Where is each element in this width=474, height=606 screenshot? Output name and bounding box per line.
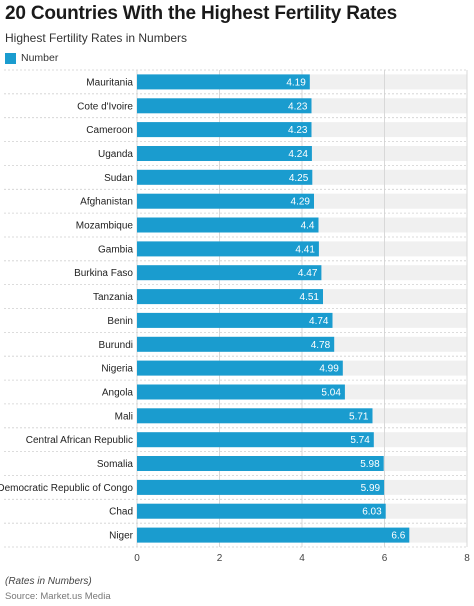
bar [137,122,312,138]
category-label: Gambia [98,244,133,255]
axis-note: (Rates in Numbers) [5,576,92,587]
x-tick-label: 0 [134,553,140,564]
bar [137,432,374,448]
category-label: Angola [102,388,134,399]
x-tick-label: 2 [217,553,223,564]
bar-value-label: 4.51 [300,292,320,303]
bar [137,241,319,257]
category-label: Burundi [99,340,133,351]
category-label: Central African Republic [26,435,133,446]
category-label: Tanzania [93,292,133,303]
bar [137,169,313,185]
bar [137,74,310,90]
bar [137,265,322,281]
bar [137,289,323,305]
bar-value-label: 4.78 [311,340,331,351]
x-tick-label: 4 [299,553,305,564]
x-tick-label: 6 [382,553,388,564]
bar [137,479,385,495]
bar-value-label: 6.03 [362,507,382,518]
bar-value-label: 4.4 [301,221,315,232]
bar-value-label: 5.99 [361,483,381,494]
bar-value-label: 4.47 [298,268,318,279]
bar [137,336,335,352]
bar [137,503,386,519]
category-label: Sudan [104,173,133,184]
category-label: Uganda [98,149,133,160]
category-label: Chad [109,507,133,518]
bar [137,146,312,161]
category-label: Somalia [97,459,134,470]
category-label: Nigeria [101,364,133,375]
bar-value-label: 4.25 [289,173,309,184]
category-label: Benin [107,316,133,327]
legend: Number [5,52,58,64]
bar-value-label: 4.19 [286,77,306,88]
category-label: Niger [109,531,134,542]
category-label: Mozambique [76,221,134,232]
bar-value-label: 5.74 [350,435,370,446]
bar-value-label: 5.71 [349,411,369,422]
category-label: Burkina Faso [74,268,133,279]
bar-value-label: 5.04 [321,388,341,399]
bar [137,384,345,400]
source-note: Source: Market.us Media [5,591,111,602]
bar-chart: Mauritania 4.19 Cote d'Ivoire 4.23 Cameroon 4… [0,69,470,564]
category-label: Afghanistan [80,197,133,208]
category-label: Cote d'Ivoire [77,101,133,112]
chart-title: 20 Countries With the Highest Fertility … [5,3,398,24]
category-label: Cameroon [86,125,133,136]
bar [137,193,314,209]
legend-label: Number [21,52,59,64]
category-label: Democratic Republic of Congo [0,483,133,494]
bar [137,408,373,424]
bar [137,360,343,376]
category-label: Mali [115,411,133,422]
bar [137,217,319,233]
bar-value-label: 4.41 [295,244,315,255]
bar-value-label: 4.74 [309,316,329,327]
bar-value-label: 4.29 [291,197,311,208]
bar-value-label: 5.98 [360,459,380,470]
x-tick-label: 8 [464,553,470,564]
bar-value-label: 6.6 [391,531,405,542]
bar [137,456,384,471]
legend-swatch [5,52,16,64]
category-label: Mauritania [86,77,133,88]
bar-value-label: 4.23 [288,125,308,136]
chart-subtitle: Highest Fertility Rates in Numbers [5,31,188,45]
bar-value-label: 4.24 [288,149,308,160]
bar [137,312,333,328]
bar-value-label: 4.99 [319,364,339,375]
bar-value-label: 4.23 [288,101,308,112]
bar [137,527,410,543]
bar [137,98,312,114]
